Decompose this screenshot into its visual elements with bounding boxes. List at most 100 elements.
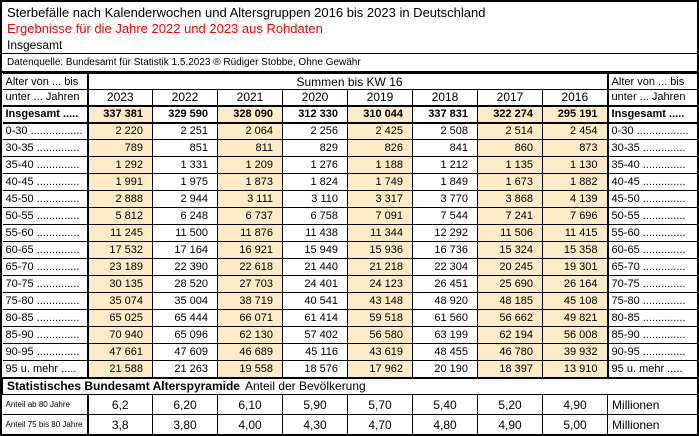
age-group-row: 85-90 .............. 70 940 65 096 62 130 57… bbox=[2, 326, 698, 344]
value-cell: 4,70 bbox=[347, 414, 413, 435]
value-cell: 829 bbox=[282, 139, 348, 157]
age-group-row: 75-80 .............. 35 074 35 004 38 719 40… bbox=[2, 292, 698, 310]
value-cell: 328 090 bbox=[217, 104, 283, 124]
value-cell: 841 bbox=[412, 139, 478, 157]
value-cell: 11 415 bbox=[541, 224, 609, 242]
value-cell: 23 189 bbox=[86, 258, 153, 276]
value-cell: 312 330 bbox=[282, 104, 348, 124]
value-cell: 35 074 bbox=[86, 292, 153, 310]
age-group-row: 70-75 .............. 30 135 28 520 27 703 24… bbox=[2, 275, 698, 293]
value-cell: 295 191 bbox=[541, 104, 609, 124]
age-group-label-right: 30-35 .............. bbox=[606, 139, 698, 157]
value-cell: 22 390 bbox=[152, 258, 218, 276]
corner-left-top: Alter von ... bis bbox=[2, 73, 88, 90]
value-cell: 21 588 bbox=[86, 360, 153, 378]
value-cell: 15 324 bbox=[477, 241, 543, 259]
age-group-label-right: 50-55 .............. bbox=[606, 207, 698, 225]
age-group-label-right: 75-80 .............. bbox=[606, 292, 698, 310]
value-cell: 7 091 bbox=[347, 207, 413, 225]
population-share-label: Anteil ab 80 Jahre bbox=[2, 394, 88, 415]
value-cell: 26 164 bbox=[541, 275, 609, 293]
age-group-label-right: 60-65 .............. bbox=[606, 241, 698, 259]
deaths-by-age-table: Alter von ... bis Summen bis KW 16 Alter… bbox=[1, 73, 699, 435]
age-group-row: 35-40 .............. 1 292 1 331 1 209 1 276… bbox=[2, 156, 698, 174]
population-share-row: Anteil 75 bis 80 Jahre 3,8 3,80 4,00 4,30 4,7… bbox=[2, 414, 698, 435]
age-group-label-right: 80-85 .............. bbox=[606, 309, 698, 327]
value-cell: 4,90 bbox=[477, 414, 543, 435]
total-label: Insgesamt ..... bbox=[2, 104, 88, 124]
value-cell: 7 544 bbox=[412, 207, 478, 225]
value-cell: 56 008 bbox=[541, 326, 609, 344]
value-cell: 46 780 bbox=[477, 343, 543, 361]
value-cell: 337 831 bbox=[412, 104, 478, 124]
age-group-label: 0-30 ................. bbox=[2, 122, 88, 140]
value-cell: 66 071 bbox=[217, 309, 283, 327]
value-cell: 1 873 bbox=[217, 173, 283, 191]
span-header: Summen bis KW 16 bbox=[86, 73, 609, 90]
value-cell: 35 004 bbox=[152, 292, 218, 310]
age-group-row: 40-45 .............. 1 991 1 975 1 873 1 824… bbox=[2, 173, 698, 191]
value-cell: 7 241 bbox=[477, 207, 543, 225]
value-cell: 27 703 bbox=[217, 275, 283, 293]
value-cell: 20 190 bbox=[412, 360, 478, 378]
value-cell: 45 116 bbox=[282, 343, 348, 361]
value-cell: 62 130 bbox=[217, 326, 283, 344]
age-group-label: 95 u. mehr ..... bbox=[2, 360, 88, 378]
value-cell: 24 401 bbox=[282, 275, 348, 293]
value-cell: 6,2 bbox=[86, 394, 153, 415]
scope-label: Insgesamt bbox=[7, 38, 63, 52]
corner-right-bottom: unter ... Jahren bbox=[606, 89, 698, 107]
age-group-label: 40-45 .............. bbox=[2, 173, 88, 191]
value-cell: 20 245 bbox=[477, 258, 543, 276]
value-cell: 1 188 bbox=[347, 156, 413, 174]
value-cell: 1 975 bbox=[152, 173, 218, 191]
value-cell: 22 618 bbox=[217, 258, 283, 276]
value-cell: 1 212 bbox=[412, 156, 478, 174]
value-cell: 11 245 bbox=[86, 224, 153, 242]
value-cell: 17 164 bbox=[152, 241, 218, 259]
source-note: Datenquelle: Bundesamt für Statistik 1.5… bbox=[2, 53, 697, 73]
corner-left-bottom: unter ... Jahren bbox=[2, 89, 88, 107]
age-group-label: 55-60 .............. bbox=[2, 224, 88, 242]
age-group-row: 50-55 .............. 5 812 6 248 6 737 6 758… bbox=[2, 207, 698, 225]
value-cell: 2 251 bbox=[152, 122, 218, 140]
value-cell: 49 821 bbox=[541, 309, 609, 327]
value-cell: 11 344 bbox=[347, 224, 413, 242]
value-cell: 3,80 bbox=[152, 414, 218, 435]
value-cell: 2 454 bbox=[541, 122, 609, 140]
value-cell: 15 936 bbox=[347, 241, 413, 259]
value-cell: 4 139 bbox=[541, 190, 609, 208]
value-cell: 11 876 bbox=[217, 224, 283, 242]
age-group-label-right: 70-75 .............. bbox=[606, 275, 698, 293]
age-group-label: 60-65 .............. bbox=[2, 241, 88, 259]
age-group-label: 65-70 .............. bbox=[2, 258, 88, 276]
value-cell: 65 444 bbox=[152, 309, 218, 327]
age-group-row: 60-65 .............. 17 532 17 164 16 921 15… bbox=[2, 241, 698, 259]
value-cell: 3,8 bbox=[86, 414, 153, 435]
value-cell: 5,20 bbox=[477, 394, 543, 415]
value-cell: 17 962 bbox=[347, 360, 413, 378]
value-cell: 61 414 bbox=[282, 309, 348, 327]
age-group-label: 45-50 .............. bbox=[2, 190, 88, 208]
value-cell: 310 044 bbox=[347, 104, 413, 124]
value-cell: 1 673 bbox=[477, 173, 543, 191]
value-cell: 19 301 bbox=[541, 258, 609, 276]
value-cell: 59 518 bbox=[347, 309, 413, 327]
age-group-row: 90-95 .............. 47 661 47 609 46 689 45… bbox=[2, 343, 698, 361]
age-group-label-right: 45-50 .............. bbox=[606, 190, 698, 208]
value-cell: 24 123 bbox=[347, 275, 413, 293]
value-cell: 43 148 bbox=[347, 292, 413, 310]
value-cell: 2 888 bbox=[86, 190, 153, 208]
value-cell: 2 944 bbox=[152, 190, 218, 208]
value-cell: 3 317 bbox=[347, 190, 413, 208]
age-group-label-right: 55-60 .............. bbox=[606, 224, 698, 242]
age-group-row: 45-50 .............. 2 888 2 944 3 111 3 110… bbox=[2, 190, 698, 208]
value-cell: 21 440 bbox=[282, 258, 348, 276]
value-cell: 45 108 bbox=[541, 292, 609, 310]
age-group-label-right: 0-30 ................. bbox=[606, 122, 698, 140]
value-cell: 3 110 bbox=[282, 190, 348, 208]
value-cell: 47 609 bbox=[152, 343, 218, 361]
value-cell: 28 520 bbox=[152, 275, 218, 293]
age-group-label: 30-35 .............. bbox=[2, 139, 88, 157]
